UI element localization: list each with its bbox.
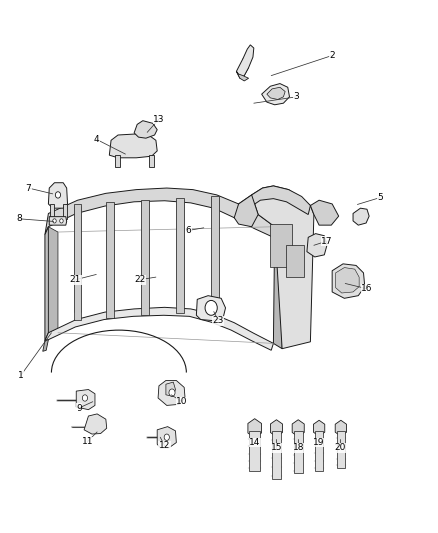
Polygon shape bbox=[63, 204, 67, 219]
Text: 8: 8 bbox=[16, 214, 21, 223]
Polygon shape bbox=[116, 155, 120, 167]
Polygon shape bbox=[149, 155, 154, 167]
Polygon shape bbox=[273, 227, 283, 349]
Text: 16: 16 bbox=[361, 284, 373, 293]
Polygon shape bbox=[248, 419, 261, 438]
Polygon shape bbox=[48, 183, 67, 208]
Polygon shape bbox=[292, 419, 304, 437]
Polygon shape bbox=[286, 245, 304, 277]
Text: 20: 20 bbox=[334, 443, 346, 453]
Text: 11: 11 bbox=[82, 437, 93, 446]
Circle shape bbox=[82, 395, 88, 401]
Polygon shape bbox=[336, 268, 359, 293]
Polygon shape bbox=[110, 134, 157, 158]
Text: 10: 10 bbox=[176, 397, 188, 406]
Polygon shape bbox=[45, 308, 273, 350]
Text: 18: 18 bbox=[293, 443, 304, 453]
Polygon shape bbox=[84, 414, 107, 434]
Text: 17: 17 bbox=[321, 237, 333, 246]
Polygon shape bbox=[48, 227, 58, 333]
Polygon shape bbox=[45, 227, 48, 341]
Polygon shape bbox=[176, 198, 184, 313]
Polygon shape bbox=[237, 45, 254, 78]
Text: 3: 3 bbox=[293, 92, 299, 101]
Polygon shape bbox=[270, 224, 292, 266]
Polygon shape bbox=[157, 426, 177, 448]
Polygon shape bbox=[315, 431, 323, 471]
Polygon shape bbox=[141, 200, 149, 316]
Polygon shape bbox=[267, 87, 285, 100]
Circle shape bbox=[60, 219, 63, 223]
Polygon shape bbox=[272, 431, 281, 479]
Text: 22: 22 bbox=[134, 275, 145, 284]
Polygon shape bbox=[239, 186, 311, 215]
Text: 1: 1 bbox=[18, 370, 24, 379]
Polygon shape bbox=[337, 431, 345, 468]
Text: 19: 19 bbox=[312, 438, 324, 447]
Text: 9: 9 bbox=[76, 403, 82, 413]
Polygon shape bbox=[311, 200, 339, 225]
Text: 6: 6 bbox=[186, 226, 191, 235]
Polygon shape bbox=[45, 188, 275, 237]
Text: 15: 15 bbox=[271, 443, 282, 453]
Circle shape bbox=[205, 301, 217, 316]
Polygon shape bbox=[237, 71, 249, 81]
Text: 13: 13 bbox=[153, 115, 165, 124]
Polygon shape bbox=[50, 204, 53, 219]
Polygon shape bbox=[332, 264, 365, 298]
Text: 21: 21 bbox=[70, 275, 81, 284]
Circle shape bbox=[169, 389, 175, 397]
Polygon shape bbox=[43, 340, 48, 351]
Polygon shape bbox=[261, 84, 290, 105]
Polygon shape bbox=[335, 420, 346, 436]
Text: 14: 14 bbox=[249, 438, 260, 447]
Polygon shape bbox=[270, 419, 283, 437]
Polygon shape bbox=[49, 216, 67, 225]
Circle shape bbox=[55, 192, 60, 198]
Polygon shape bbox=[106, 202, 114, 318]
Polygon shape bbox=[353, 208, 369, 225]
Text: 5: 5 bbox=[377, 193, 383, 202]
Polygon shape bbox=[234, 195, 258, 227]
Polygon shape bbox=[250, 431, 260, 471]
Polygon shape bbox=[294, 431, 303, 473]
Polygon shape bbox=[76, 390, 95, 410]
Text: 12: 12 bbox=[159, 441, 170, 450]
Polygon shape bbox=[74, 204, 81, 319]
Polygon shape bbox=[196, 296, 226, 320]
Text: 23: 23 bbox=[212, 316, 224, 325]
Polygon shape bbox=[252, 186, 314, 349]
Text: 2: 2 bbox=[329, 51, 335, 60]
Text: 4: 4 bbox=[93, 135, 99, 144]
Text: 7: 7 bbox=[25, 183, 31, 192]
Polygon shape bbox=[166, 382, 176, 397]
Polygon shape bbox=[158, 381, 185, 406]
Polygon shape bbox=[307, 233, 327, 257]
Circle shape bbox=[53, 219, 56, 223]
Polygon shape bbox=[314, 420, 325, 436]
Circle shape bbox=[164, 434, 170, 440]
Polygon shape bbox=[211, 196, 219, 311]
Polygon shape bbox=[134, 120, 157, 138]
